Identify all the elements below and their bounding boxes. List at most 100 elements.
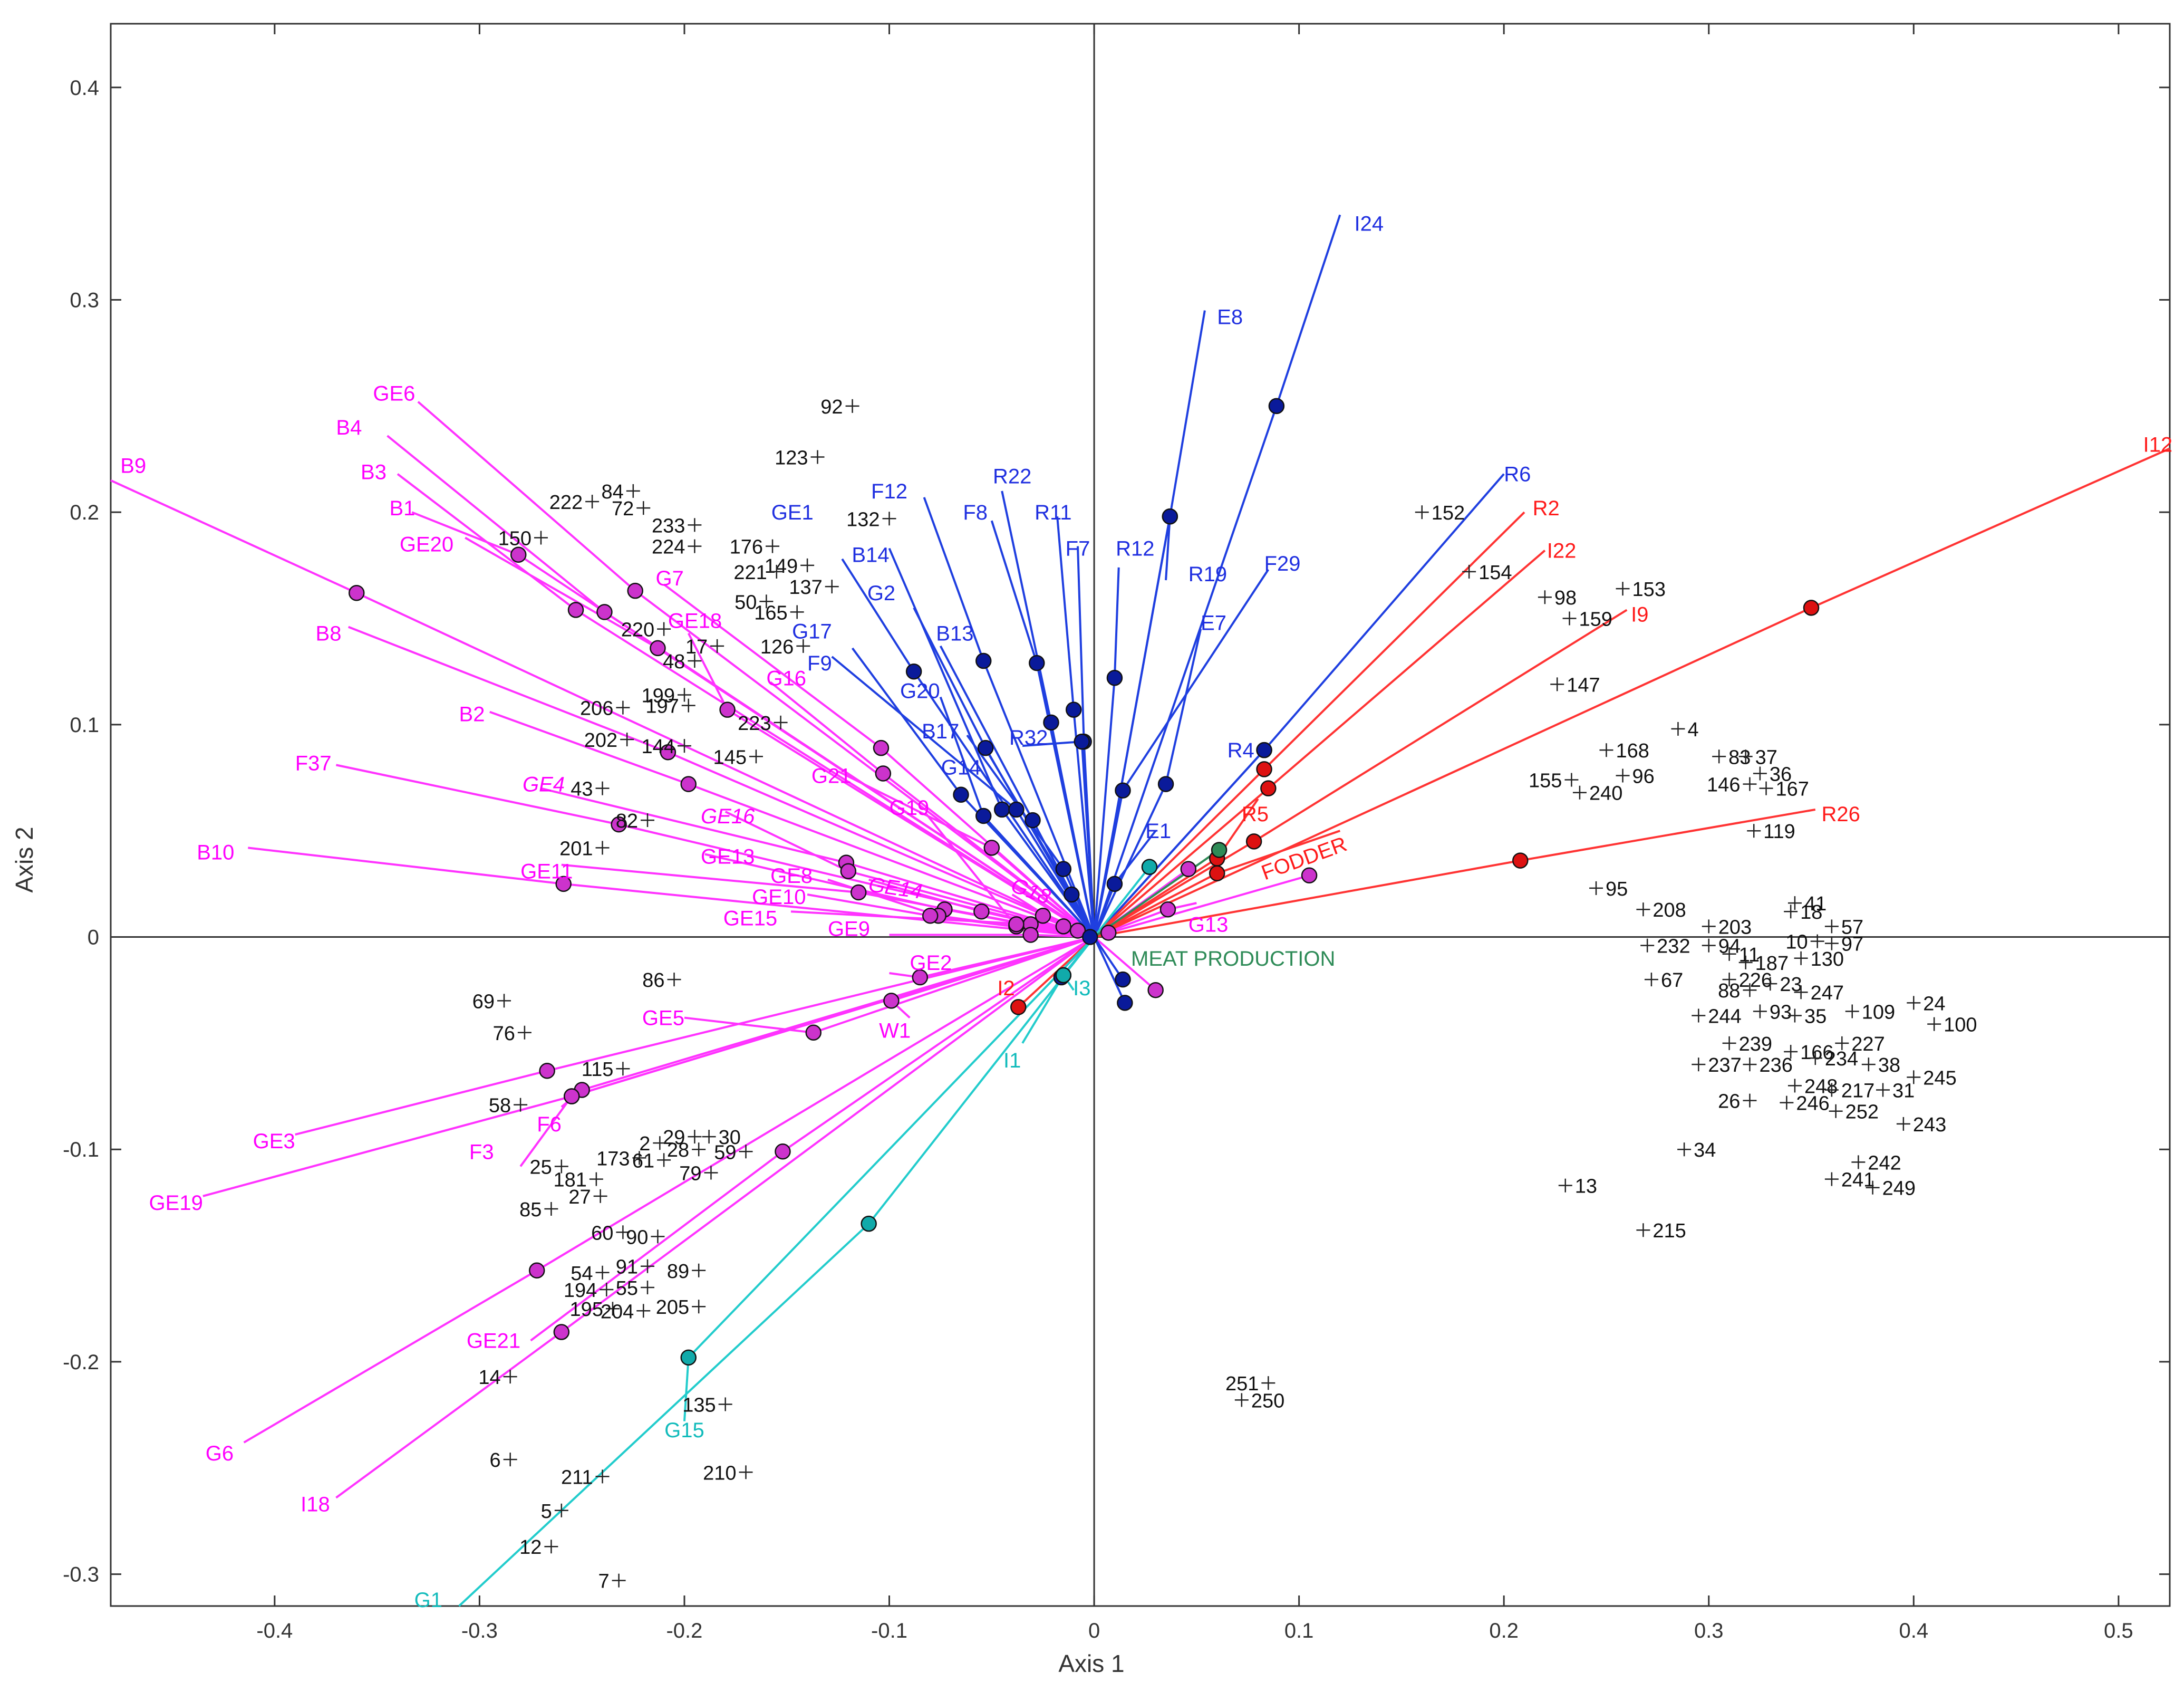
variable-label: I3	[1073, 977, 1090, 1000]
variable-label: F8	[963, 501, 988, 524]
variable-label: G14	[941, 756, 981, 779]
observation-label: 57	[1841, 916, 1863, 938]
observation-label: 26	[1718, 1091, 1740, 1113]
vector-origin-line	[1094, 859, 1521, 938]
vector-extension-line	[1165, 516, 1171, 581]
vector-origin-line	[634, 590, 1095, 938]
vector-origin-line	[688, 783, 1095, 938]
plot-border	[110, 23, 2171, 1607]
variable-dot	[975, 652, 992, 669]
observation-label: 31	[1892, 1080, 1915, 1102]
observation-label: 233	[652, 515, 685, 537]
observation-label: 29	[663, 1127, 685, 1149]
observation-label: 144	[642, 736, 675, 758]
observation-label: 48	[663, 651, 685, 673]
variable-label: B8	[316, 622, 342, 646]
variable-dot	[1029, 655, 1045, 671]
variable-dot	[805, 1024, 822, 1041]
observation-label: 187	[1755, 953, 1789, 975]
vector-extension-line	[202, 1095, 572, 1197]
variable-dot	[1803, 600, 1820, 616]
observation-label: 83	[1728, 746, 1751, 768]
variable-label: I12	[2143, 433, 2172, 456]
observation-label: 27	[568, 1186, 591, 1208]
variable-label: GE2	[910, 951, 952, 975]
observation-label: 79	[679, 1163, 701, 1185]
observation-label: 205	[656, 1296, 689, 1319]
y-tick-label: 0.3	[70, 289, 99, 312]
variable-dot	[873, 739, 890, 756]
variable-dot	[912, 969, 929, 986]
observation-label: 41	[1804, 893, 1827, 915]
vector-extension-line	[1165, 629, 1202, 785]
vector-origin-line	[1093, 516, 1171, 937]
variable-label: R11	[1035, 501, 1071, 524]
observation-label: 201	[559, 838, 593, 860]
variable-label: R12	[1116, 537, 1154, 561]
observation-label: 28	[667, 1139, 689, 1161]
vector-extension-line	[295, 1070, 548, 1136]
variable-dot	[611, 816, 627, 833]
variable-dot	[875, 765, 892, 782]
variable-label: F12	[871, 480, 907, 503]
variable-dot	[1035, 908, 1051, 924]
vector-extension-line	[851, 647, 962, 795]
variable-label: B4	[336, 416, 362, 439]
observation-label: 135	[682, 1394, 716, 1416]
observation-label: 97	[1841, 934, 1863, 956]
variable-dot	[922, 908, 939, 924]
vector-extension-line	[1268, 550, 1546, 790]
variable-dot	[1209, 865, 1225, 881]
variable-dot	[1141, 859, 1158, 875]
variable-dot	[510, 546, 527, 563]
observation-label: 159	[1579, 609, 1612, 631]
variable-dot	[1256, 761, 1272, 777]
vector-extension-line	[519, 1095, 573, 1167]
observation-label: 95	[1606, 878, 1628, 900]
x-axis-label: Axis 1	[1058, 1650, 1124, 1677]
observation-label: 168	[1616, 740, 1649, 762]
y-tick-label: 0.4	[70, 76, 99, 100]
observation-label: 2	[639, 1133, 650, 1155]
variable-dot	[1512, 852, 1529, 869]
vector-extension-line	[1122, 569, 1270, 791]
vector-extension-line	[1113, 567, 1120, 678]
observation-label: 149	[765, 555, 798, 578]
vector-extension-line	[807, 893, 931, 917]
variable-label: R22	[993, 465, 1031, 488]
variable-dot	[1022, 927, 1039, 943]
variable-dot	[1115, 971, 1131, 988]
variable-label: G15	[664, 1419, 704, 1442]
variable-label: GE16	[701, 805, 755, 828]
observation-label: 195	[570, 1299, 603, 1321]
variable-dot	[993, 801, 1010, 818]
vector-origin-line	[1015, 809, 1095, 938]
variable-dot	[650, 640, 666, 657]
observation-label: 222	[549, 492, 583, 514]
variable-label: B14	[852, 544, 889, 567]
observation-label: 146	[1707, 774, 1740, 796]
variable-label: I2	[997, 977, 1014, 1000]
variable-dot	[977, 739, 994, 756]
observation-label: 217	[1841, 1080, 1874, 1102]
variable-dot	[567, 602, 584, 618]
observation-label: 194	[564, 1280, 597, 1302]
vector-origin-line	[1093, 849, 1220, 938]
observation-label: 36	[1770, 763, 1792, 785]
observation-label: 199	[642, 685, 675, 707]
variable-label: B3	[361, 461, 386, 484]
vector-extension-line	[1001, 491, 1052, 723]
variable-dot	[1025, 812, 1041, 829]
variable-label: F7	[1066, 537, 1090, 561]
observation-label: 69	[472, 991, 495, 1013]
variable-label: G19	[890, 796, 930, 820]
variable-dot	[553, 1324, 570, 1340]
observation-label: 243	[1913, 1114, 1946, 1136]
variable-dot	[660, 744, 677, 761]
observation-label: 89	[667, 1261, 689, 1283]
y-tick-label: 0	[88, 926, 99, 949]
vector-origin-line	[991, 847, 1095, 938]
vector-extension-line	[868, 878, 982, 913]
observation-label: 245	[1923, 1067, 1956, 1089]
variable-label: R5	[1242, 803, 1269, 826]
